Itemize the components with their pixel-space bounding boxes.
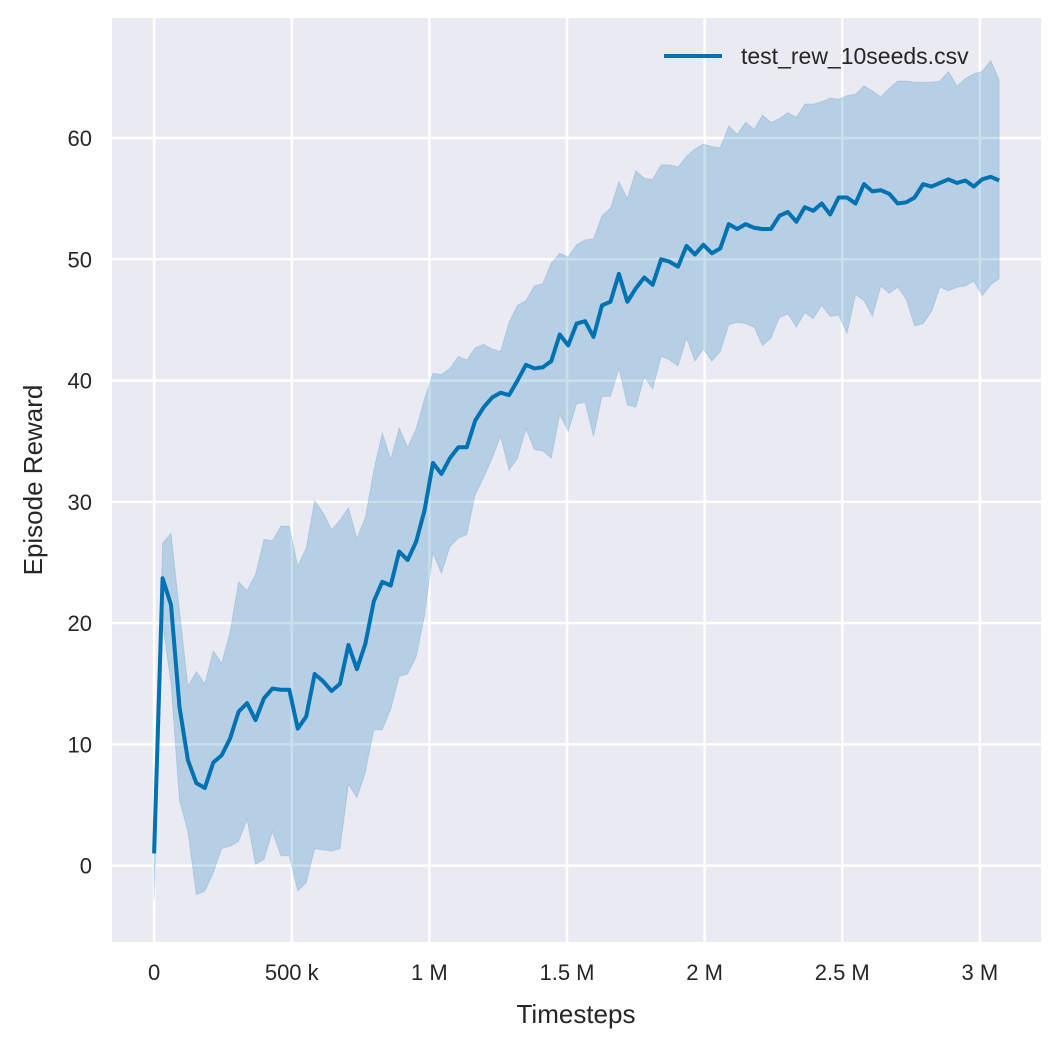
- x-tick-label: 500 k: [265, 960, 320, 985]
- x-tick-label: 3 M: [962, 960, 999, 985]
- legend: test_rew_10seeds.csv: [664, 43, 969, 69]
- x-tick-label: 2.5 M: [815, 960, 870, 985]
- y-tick-label: 20: [68, 611, 92, 636]
- y-tick-label: 0: [80, 854, 92, 879]
- x-tick-label: 1 M: [411, 960, 448, 985]
- y-tick-label: 40: [68, 369, 92, 394]
- x-tick-labels: 0 500 k 1 M 1.5 M 2 M 2.5 M 3 M: [148, 960, 998, 985]
- y-tick-labels: 0 10 20 30 40 50 60: [68, 126, 92, 879]
- x-tick-label: 1.5 M: [539, 960, 594, 985]
- plot-background: [112, 18, 1041, 942]
- y-tick-label: 30: [68, 490, 92, 515]
- series-lines: [152, 174, 1000, 854]
- legend-label: test_rew_10seeds.csv: [741, 43, 969, 69]
- y-tick-label: 60: [68, 126, 92, 151]
- x-tick-label: 0: [148, 960, 160, 985]
- y-axis-label: Episode Reward: [18, 385, 48, 576]
- confidence-band-group: [153, 59, 1000, 900]
- x-axis-label: Timesteps: [517, 999, 636, 1029]
- y-tick-label: 10: [68, 732, 92, 757]
- x-tick-label: 2 M: [686, 960, 723, 985]
- series-line: [152, 174, 1000, 854]
- y-tick-label: 50: [68, 247, 92, 272]
- confidence-band: [153, 59, 1000, 900]
